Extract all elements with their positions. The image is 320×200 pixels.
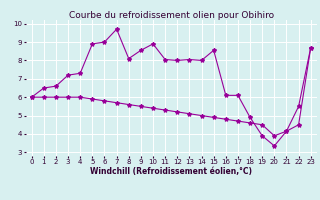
X-axis label: Windchill (Refroidissement éolien,°C): Windchill (Refroidissement éolien,°C) — [90, 167, 252, 176]
Title: Courbe du refroidissement olien pour Obihiro: Courbe du refroidissement olien pour Obi… — [68, 11, 274, 20]
